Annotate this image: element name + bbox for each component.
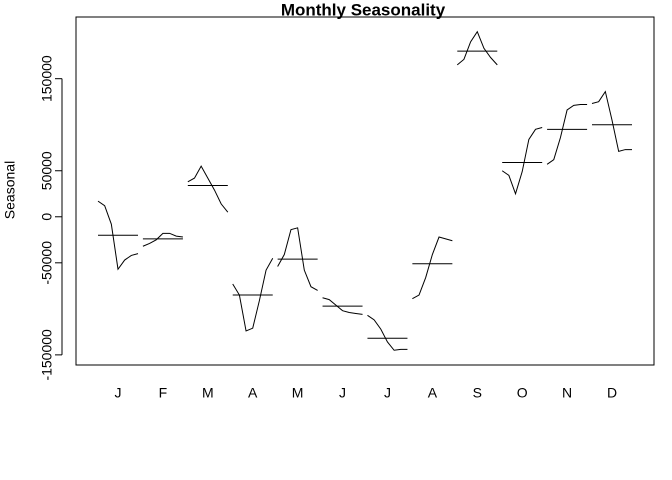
subseries-line	[367, 314, 408, 351]
plot-box	[75, 16, 655, 366]
x-tick-label: M	[292, 385, 304, 401]
subseries-line	[142, 232, 183, 247]
subseries-line	[277, 227, 318, 291]
subseries-line	[412, 236, 453, 300]
subseries-line	[97, 200, 139, 271]
subseries-line	[456, 30, 498, 66]
subseries-line	[591, 90, 632, 153]
y-tick-label: -50000	[39, 241, 55, 285]
y-tick-label: -150000	[39, 329, 55, 381]
subseries-line	[546, 103, 588, 165]
x-tick-label: O	[517, 385, 528, 401]
y-axis-label: Seasonal	[2, 161, 18, 219]
subseries-line	[501, 126, 543, 196]
x-tick-label: D	[607, 385, 617, 401]
subseries-line	[322, 297, 363, 315]
chart-title: Monthly Seasonality	[281, 0, 446, 19]
x-tick-label: F	[159, 385, 168, 401]
y-tick-label: 50000	[39, 151, 55, 190]
x-tick-label: J	[115, 385, 122, 401]
x-tick-label: S	[473, 385, 482, 401]
x-tick-label: J	[339, 385, 346, 401]
x-tick-label: A	[248, 385, 258, 401]
x-tick-label: M	[202, 385, 214, 401]
y-tick-label: 150000	[39, 55, 55, 102]
x-tick-label: N	[562, 385, 572, 401]
x-tick-label: J	[384, 385, 391, 401]
subseries-line	[187, 165, 229, 213]
y-tick-label: 0	[39, 213, 55, 221]
x-tick-label: A	[428, 385, 438, 401]
